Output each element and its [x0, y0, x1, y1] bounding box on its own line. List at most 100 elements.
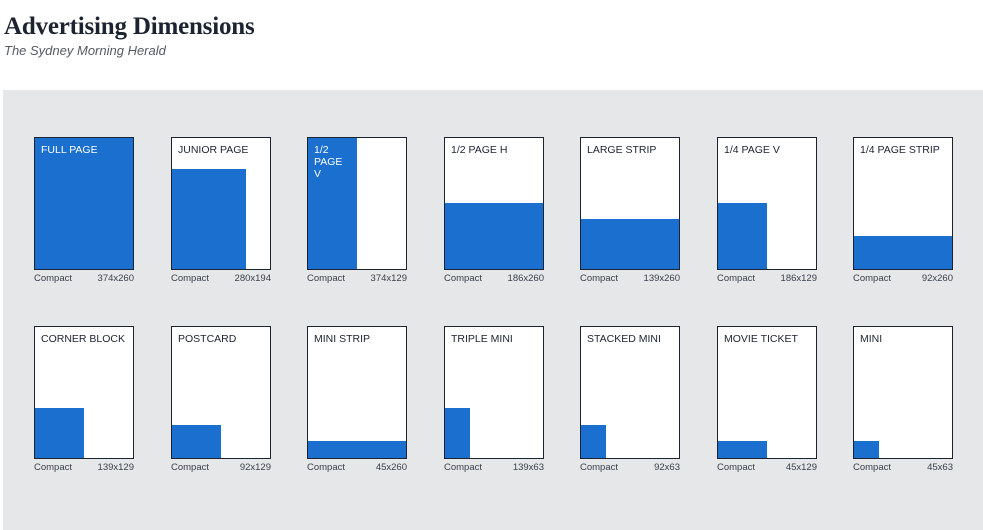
dimension-value: 186x260 [507, 273, 544, 284]
dimension-value: 92x63 [654, 462, 680, 473]
format-label: Compact [34, 273, 73, 284]
ad-area-fill [445, 408, 470, 458]
format-label: Compact [717, 462, 756, 473]
format-label: Compact [307, 462, 346, 473]
ad-caption: Compact 186x260 [444, 273, 544, 287]
dimension-value: 280x194 [234, 273, 271, 284]
page-thumbnail: 1/4 PAGE STRIP [853, 137, 953, 270]
ad-area-fill [718, 203, 767, 269]
ad-area-fill [854, 236, 952, 269]
ad-size-card: FULL PAGE Compact 374x260 [34, 137, 134, 287]
page-thumbnail: POSTCARD [171, 326, 271, 459]
ad-type-label: MINI [860, 333, 883, 345]
ad-type-label: JUNIOR PAGE [178, 144, 249, 156]
ad-area-fill [854, 441, 879, 458]
page-title: Advertising Dimensions [4, 13, 255, 40]
publication-name: The Sydney Morning Herald [4, 43, 166, 58]
ad-caption: Compact 374x129 [307, 273, 407, 287]
ad-area-fill [35, 408, 84, 458]
ad-area-fill [172, 425, 221, 458]
ad-size-card: POSTCARD Compact 92x129 [171, 326, 271, 476]
ad-size-card: MINI Compact 45x63 [853, 326, 953, 476]
ad-size-card: TRIPLE MINI Compact 139x63 [444, 326, 544, 476]
ad-area-fill [581, 219, 679, 269]
page-thumbnail: LARGE STRIP [580, 137, 680, 270]
ad-size-card: MINI STRIP Compact 45x260 [307, 326, 407, 476]
ad-type-label: CORNER BLOCK [41, 333, 126, 345]
ad-size-card: 1/2 PAGE V Compact 374x129 [307, 137, 407, 287]
format-label: Compact [580, 273, 619, 284]
ad-caption: Compact 45x129 [717, 462, 817, 476]
dimension-value: 374x260 [97, 273, 134, 284]
ad-area-fill [35, 138, 133, 269]
format-label: Compact [717, 273, 756, 284]
ad-caption: Compact 280x194 [171, 273, 271, 287]
dimension-value: 139x260 [643, 273, 680, 284]
page-header: Advertising Dimensions The Sydney Mornin… [4, 12, 255, 58]
page-thumbnail: TRIPLE MINI [444, 326, 544, 459]
dimension-value: 139x63 [512, 462, 544, 473]
dimension-value: 92x129 [239, 462, 271, 473]
page-thumbnail: CORNER BLOCK [34, 326, 134, 459]
dimension-value: 139x129 [97, 462, 134, 473]
ad-size-card: JUNIOR PAGE Compact 280x194 [171, 137, 271, 287]
ad-area-fill [581, 425, 606, 458]
ad-type-label: TRIPLE MINI [451, 333, 513, 345]
ad-area-fill [172, 169, 246, 269]
ad-area-fill [308, 441, 406, 458]
format-label: Compact [853, 462, 892, 473]
ad-caption: Compact 92x260 [853, 273, 953, 287]
page-thumbnail: 1/4 PAGE V [717, 137, 817, 270]
dimension-value: 92x260 [921, 273, 953, 284]
ad-type-label: LARGE STRIP [587, 144, 657, 156]
page-thumbnail: MOVIE TICKET [717, 326, 817, 459]
page-thumbnail: MINI STRIP [307, 326, 407, 459]
ad-type-label: MOVIE TICKET [724, 333, 798, 345]
ad-type-label: FULL PAGE [41, 144, 98, 156]
ad-size-card: LARGE STRIP Compact 139x260 [580, 137, 680, 287]
format-label: Compact [444, 273, 483, 284]
dimension-value: 374x129 [370, 273, 407, 284]
format-label: Compact [444, 462, 483, 473]
format-label: Compact [171, 273, 210, 284]
ad-type-label: 1/4 PAGE STRIP [860, 144, 940, 156]
dimension-value: 45x260 [375, 462, 407, 473]
ad-caption: Compact 45x260 [307, 462, 407, 476]
ad-caption: Compact 45x63 [853, 462, 953, 476]
ad-dimensions-panel: FULL PAGE Compact 374x260 JUNIOR PAGE Compac… [3, 90, 983, 530]
ad-size-card: 1/4 PAGE STRIP Compact 92x260 [853, 137, 953, 287]
ad-size-card: CORNER BLOCK Compact 139x129 [34, 326, 134, 476]
page-thumbnail: FULL PAGE [34, 137, 134, 270]
ad-area-fill [445, 203, 543, 269]
format-label: Compact [853, 273, 892, 284]
dimension-value: 45x129 [785, 462, 817, 473]
page-thumbnail: JUNIOR PAGE [171, 137, 271, 270]
format-label: Compact [580, 462, 619, 473]
ad-size-card: STACKED MINI Compact 92x63 [580, 326, 680, 476]
ad-area-fill [308, 138, 357, 269]
ad-type-label: POSTCARD [178, 333, 237, 345]
ad-type-label: MINI STRIP [314, 333, 371, 345]
ad-caption: Compact 139x63 [444, 462, 544, 476]
page-thumbnail: 1/2 PAGE H [444, 137, 544, 270]
format-label: Compact [307, 273, 346, 284]
ad-caption: Compact 139x260 [580, 273, 680, 287]
ad-type-label: STACKED MINI [587, 333, 661, 345]
ad-caption: Compact 374x260 [34, 273, 134, 287]
ad-size-card: 1/2 PAGE H Compact 186x260 [444, 137, 544, 287]
page-thumbnail: STACKED MINI [580, 326, 680, 459]
dimension-value: 45x63 [927, 462, 953, 473]
ad-type-label: 1/2 PAGE V [314, 144, 343, 180]
dimension-value: 186x129 [780, 273, 817, 284]
ad-type-label: 1/2 PAGE H [451, 144, 508, 156]
ad-caption: Compact 139x129 [34, 462, 134, 476]
page-thumbnail: 1/2 PAGE V [307, 137, 407, 270]
ad-caption: Compact 92x63 [580, 462, 680, 476]
page-thumbnail: MINI [853, 326, 953, 459]
format-label: Compact [171, 462, 210, 473]
ad-size-card: MOVIE TICKET Compact 45x129 [717, 326, 817, 476]
ad-caption: Compact 92x129 [171, 462, 271, 476]
ad-type-label: 1/4 PAGE V [724, 144, 780, 156]
ad-area-fill [718, 441, 767, 458]
ad-caption: Compact 186x129 [717, 273, 817, 287]
